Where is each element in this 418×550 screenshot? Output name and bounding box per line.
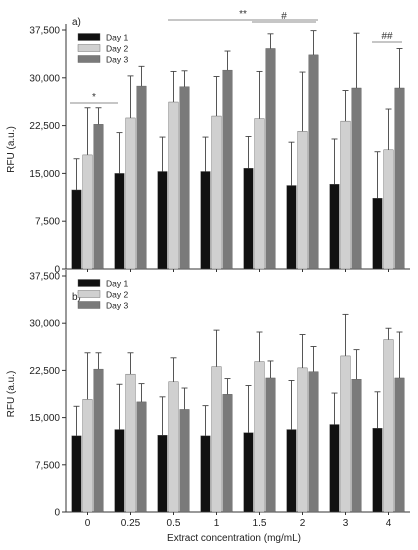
bar — [168, 381, 179, 513]
legend-label: Day 3 — [106, 301, 128, 311]
legend-label: Day 3 — [106, 55, 128, 65]
bar — [200, 171, 211, 270]
bar — [297, 131, 308, 270]
bar — [351, 87, 362, 270]
bar — [114, 173, 125, 270]
legend-label: Day 2 — [106, 44, 128, 54]
panel-a-chart: 37,500 30,000 22,500 15,000 7,500 0 RFU (a.u.)… — [6, 9, 410, 276]
x-tick-label: 2 — [300, 518, 306, 529]
y-tick-label: 30,000 — [29, 319, 60, 330]
bar — [71, 189, 82, 270]
bar — [372, 428, 383, 513]
bar — [308, 371, 319, 513]
bar — [243, 168, 254, 270]
bar — [211, 366, 222, 513]
bar — [222, 69, 233, 270]
legend-swatch — [77, 279, 101, 287]
bar — [222, 394, 233, 513]
bar — [340, 355, 351, 513]
x-axis-label: Extract concentration (mg/mL) — [167, 533, 301, 544]
bar — [93, 368, 104, 513]
bar — [265, 377, 276, 513]
x-tick-label: 0 — [85, 518, 91, 529]
bar — [82, 154, 93, 270]
significance-marker: ## — [381, 31, 393, 42]
bar — [329, 424, 340, 513]
x-tick-label: 1 — [214, 518, 220, 529]
y-tick-label: 37,500 — [29, 26, 60, 37]
y-tick-label: 22,500 — [29, 121, 60, 132]
bar — [329, 184, 340, 270]
bar — [179, 409, 190, 513]
bar — [157, 171, 168, 270]
bar — [179, 86, 190, 270]
y-tick-label: 22,500 — [29, 366, 60, 377]
y-tick-label: 7,500 — [35, 217, 60, 228]
bar — [254, 361, 265, 513]
panel-b-chart: 37,500 30,000 22,500 15,000 7,500 0 RFU (a.u.)… — [6, 270, 410, 529]
legend-swatch — [77, 44, 101, 52]
legend-swatch — [77, 33, 101, 41]
legend-swatch — [77, 55, 101, 63]
legend-label: Day 1 — [106, 33, 128, 43]
bar — [243, 432, 254, 513]
bar — [157, 435, 168, 513]
bar — [340, 120, 351, 270]
y-axis-label: RFU (a.u.) — [6, 126, 17, 173]
bar — [93, 124, 104, 270]
bar — [372, 198, 383, 270]
legend-label: Day 2 — [106, 290, 128, 300]
bar — [394, 87, 405, 270]
bar — [286, 185, 297, 270]
x-tick-label: 3 — [343, 518, 349, 529]
y-tick-label: 0 — [54, 508, 60, 519]
panel-label: a) — [72, 17, 81, 28]
legend-label: Day 1 — [106, 279, 128, 289]
bar — [254, 118, 265, 270]
y-axis-label: RFU (a.u.) — [6, 371, 17, 418]
x-tick-label: 0.5 — [167, 518, 181, 529]
y-tick-label: 0 — [54, 265, 60, 276]
y-tick-label: 37,500 — [29, 272, 60, 283]
bar — [125, 373, 136, 513]
bar — [125, 117, 136, 270]
y-tick-label: 15,000 — [29, 169, 60, 180]
significance-marker: ** — [239, 9, 247, 20]
bar — [383, 149, 394, 270]
x-tick-label: 1.5 — [253, 518, 267, 529]
bar — [71, 435, 82, 513]
x-tick-label: 4 — [386, 518, 392, 529]
bar — [211, 115, 222, 270]
significance-marker: * — [92, 92, 96, 103]
bar — [136, 85, 147, 270]
y-tick-label: 15,000 — [29, 413, 60, 424]
bar — [351, 379, 362, 513]
panel-label: b) — [72, 292, 81, 303]
legend-swatch — [77, 290, 101, 298]
bar — [308, 54, 319, 270]
bar — [200, 435, 211, 513]
bar — [383, 339, 394, 513]
y-tick-label: 7,500 — [35, 460, 60, 471]
bar — [297, 367, 308, 513]
bar — [286, 429, 297, 513]
bar — [82, 399, 93, 513]
bar — [114, 429, 125, 513]
bar — [168, 101, 179, 270]
significance-marker: # — [281, 11, 287, 22]
legend-swatch — [77, 301, 101, 309]
bar — [265, 48, 276, 270]
bar — [394, 377, 405, 513]
bar — [136, 401, 147, 513]
x-tick-label: 0.25 — [121, 518, 141, 529]
y-tick-label: 30,000 — [29, 73, 60, 84]
